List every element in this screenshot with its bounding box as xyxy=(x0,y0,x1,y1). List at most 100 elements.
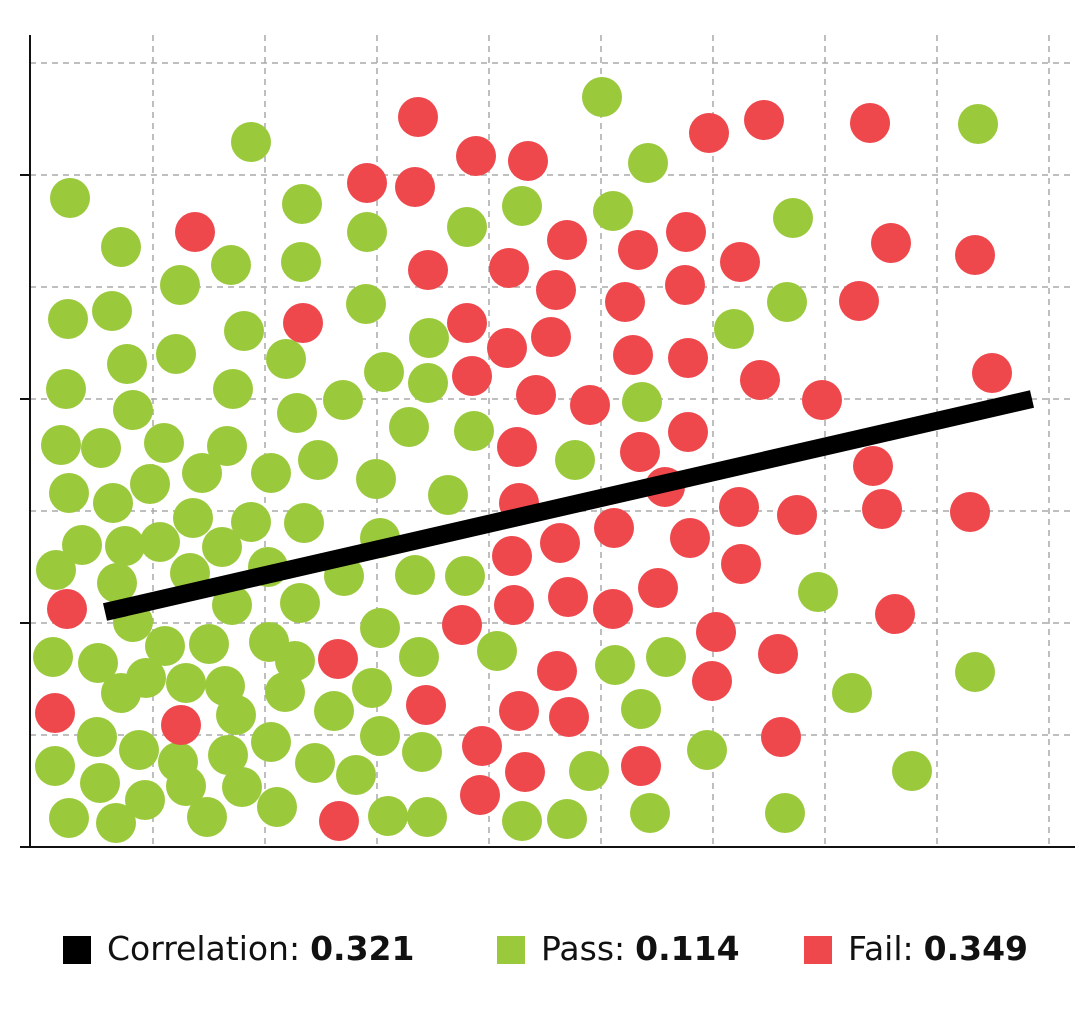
point xyxy=(955,235,995,275)
point xyxy=(505,752,545,792)
point xyxy=(502,801,542,841)
point xyxy=(145,626,185,666)
point xyxy=(839,281,879,321)
point xyxy=(613,335,653,375)
point xyxy=(212,585,252,625)
point xyxy=(211,245,251,285)
point xyxy=(352,668,392,708)
legend: Correlation: 0.321 Pass: 0.114 Fail: 0.349 xyxy=(63,929,1028,968)
point xyxy=(93,483,133,523)
point xyxy=(408,250,448,290)
point xyxy=(336,755,376,795)
point xyxy=(549,697,589,737)
point xyxy=(892,751,932,791)
point xyxy=(319,801,359,841)
legend-value: 0.321 xyxy=(310,929,414,968)
point xyxy=(275,641,315,681)
point xyxy=(570,385,610,425)
point xyxy=(850,103,890,143)
point xyxy=(224,311,264,351)
point xyxy=(628,143,668,183)
point xyxy=(402,732,442,772)
legend-label: Pass: 0.114 xyxy=(541,929,740,968)
point xyxy=(266,339,306,379)
point xyxy=(283,303,323,343)
point xyxy=(298,440,338,480)
point xyxy=(740,360,780,400)
point xyxy=(622,382,662,422)
point xyxy=(477,631,517,671)
point xyxy=(765,793,805,833)
legend-swatch xyxy=(804,936,832,964)
point xyxy=(160,265,200,305)
point xyxy=(399,637,439,677)
point xyxy=(92,291,132,331)
point xyxy=(35,693,75,733)
point xyxy=(714,309,754,349)
point xyxy=(113,390,153,430)
point xyxy=(630,793,670,833)
point xyxy=(462,726,502,766)
point xyxy=(958,104,998,144)
point xyxy=(398,97,438,137)
plot-area xyxy=(20,35,1075,848)
legend-value: 0.114 xyxy=(635,929,739,968)
point xyxy=(955,652,995,692)
point xyxy=(595,645,635,685)
point xyxy=(231,122,271,162)
point xyxy=(189,624,229,664)
point xyxy=(593,589,633,629)
point xyxy=(395,555,435,595)
point xyxy=(744,100,784,140)
point xyxy=(173,498,213,538)
point xyxy=(347,163,387,203)
point xyxy=(531,317,571,357)
trend-line xyxy=(102,390,1035,621)
point xyxy=(767,282,807,322)
point xyxy=(668,412,708,452)
point xyxy=(620,432,660,472)
point xyxy=(666,212,706,252)
point xyxy=(364,352,404,392)
point xyxy=(502,186,542,226)
point xyxy=(687,730,727,770)
point xyxy=(802,380,842,420)
point xyxy=(119,730,159,770)
point xyxy=(853,446,893,486)
point xyxy=(428,475,468,515)
point xyxy=(406,685,446,725)
point xyxy=(33,637,73,677)
point xyxy=(569,751,609,791)
point xyxy=(101,227,141,267)
point xyxy=(395,167,435,207)
point xyxy=(166,663,206,703)
point xyxy=(97,563,137,603)
point xyxy=(46,369,86,409)
point xyxy=(144,423,184,463)
point xyxy=(166,766,206,806)
point xyxy=(761,717,801,757)
point xyxy=(555,440,595,480)
point xyxy=(593,191,633,231)
point xyxy=(452,356,492,396)
point xyxy=(41,425,81,465)
point xyxy=(280,583,320,623)
point xyxy=(537,651,577,691)
point xyxy=(497,427,537,467)
point xyxy=(257,787,297,827)
point xyxy=(582,77,622,117)
point xyxy=(773,198,813,238)
point xyxy=(447,303,487,343)
point xyxy=(49,473,89,513)
point xyxy=(208,735,248,775)
point xyxy=(231,502,271,542)
point xyxy=(107,344,147,384)
point xyxy=(540,523,580,563)
point xyxy=(105,526,145,566)
point xyxy=(368,796,408,836)
point xyxy=(689,113,729,153)
point xyxy=(282,184,322,224)
legend-label: Correlation: 0.321 xyxy=(107,929,414,968)
point xyxy=(862,489,902,529)
point xyxy=(442,605,482,645)
